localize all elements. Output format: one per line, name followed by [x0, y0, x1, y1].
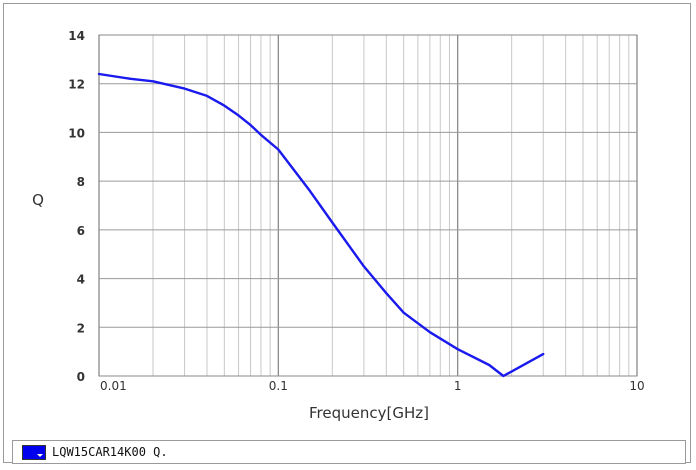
series-layer [97, 72, 545, 378]
legend: LQW15CAR14K00 Q. [12, 440, 686, 464]
y-tick-label: 8 [77, 175, 85, 189]
x-tick-label: 1 [454, 379, 462, 393]
major-gridlines [98, 34, 638, 377]
x-tick-label: 0.1 [269, 379, 288, 393]
x-axis-label: Frequency[GHz] [309, 404, 429, 422]
y-tick-labels: 0 2 4 6 8 10 12 14 [68, 29, 85, 384]
y-tick-label: 6 [77, 224, 85, 238]
y-tick-label: 2 [77, 321, 85, 335]
legend-series-label: LQW15CAR14K00 Q. [52, 445, 168, 459]
y-tick-label: 4 [77, 273, 85, 287]
legend-color-swatch[interactable] [22, 444, 46, 460]
plot-area-border [98, 34, 638, 377]
y-tick-label: 12 [68, 78, 85, 92]
y-axis-label: Q [32, 191, 44, 209]
y-tick-label: 14 [68, 29, 85, 43]
minor-gridlines [152, 35, 630, 376]
q-frequency-chart: 0 2 4 6 8 10 12 14 0.01 0.1 1 10 Frequency[GHz] Q [32, 29, 645, 422]
x-tick-label: 10 [629, 379, 644, 393]
y-tick-label: 0 [77, 370, 85, 384]
x-tick-label: 0.01 [100, 379, 127, 393]
y-tick-label: 10 [68, 126, 85, 140]
chart-frame [3, 3, 691, 463]
series-line-q [97, 72, 545, 378]
x-tick-labels: 0.01 0.1 1 10 [100, 379, 645, 393]
